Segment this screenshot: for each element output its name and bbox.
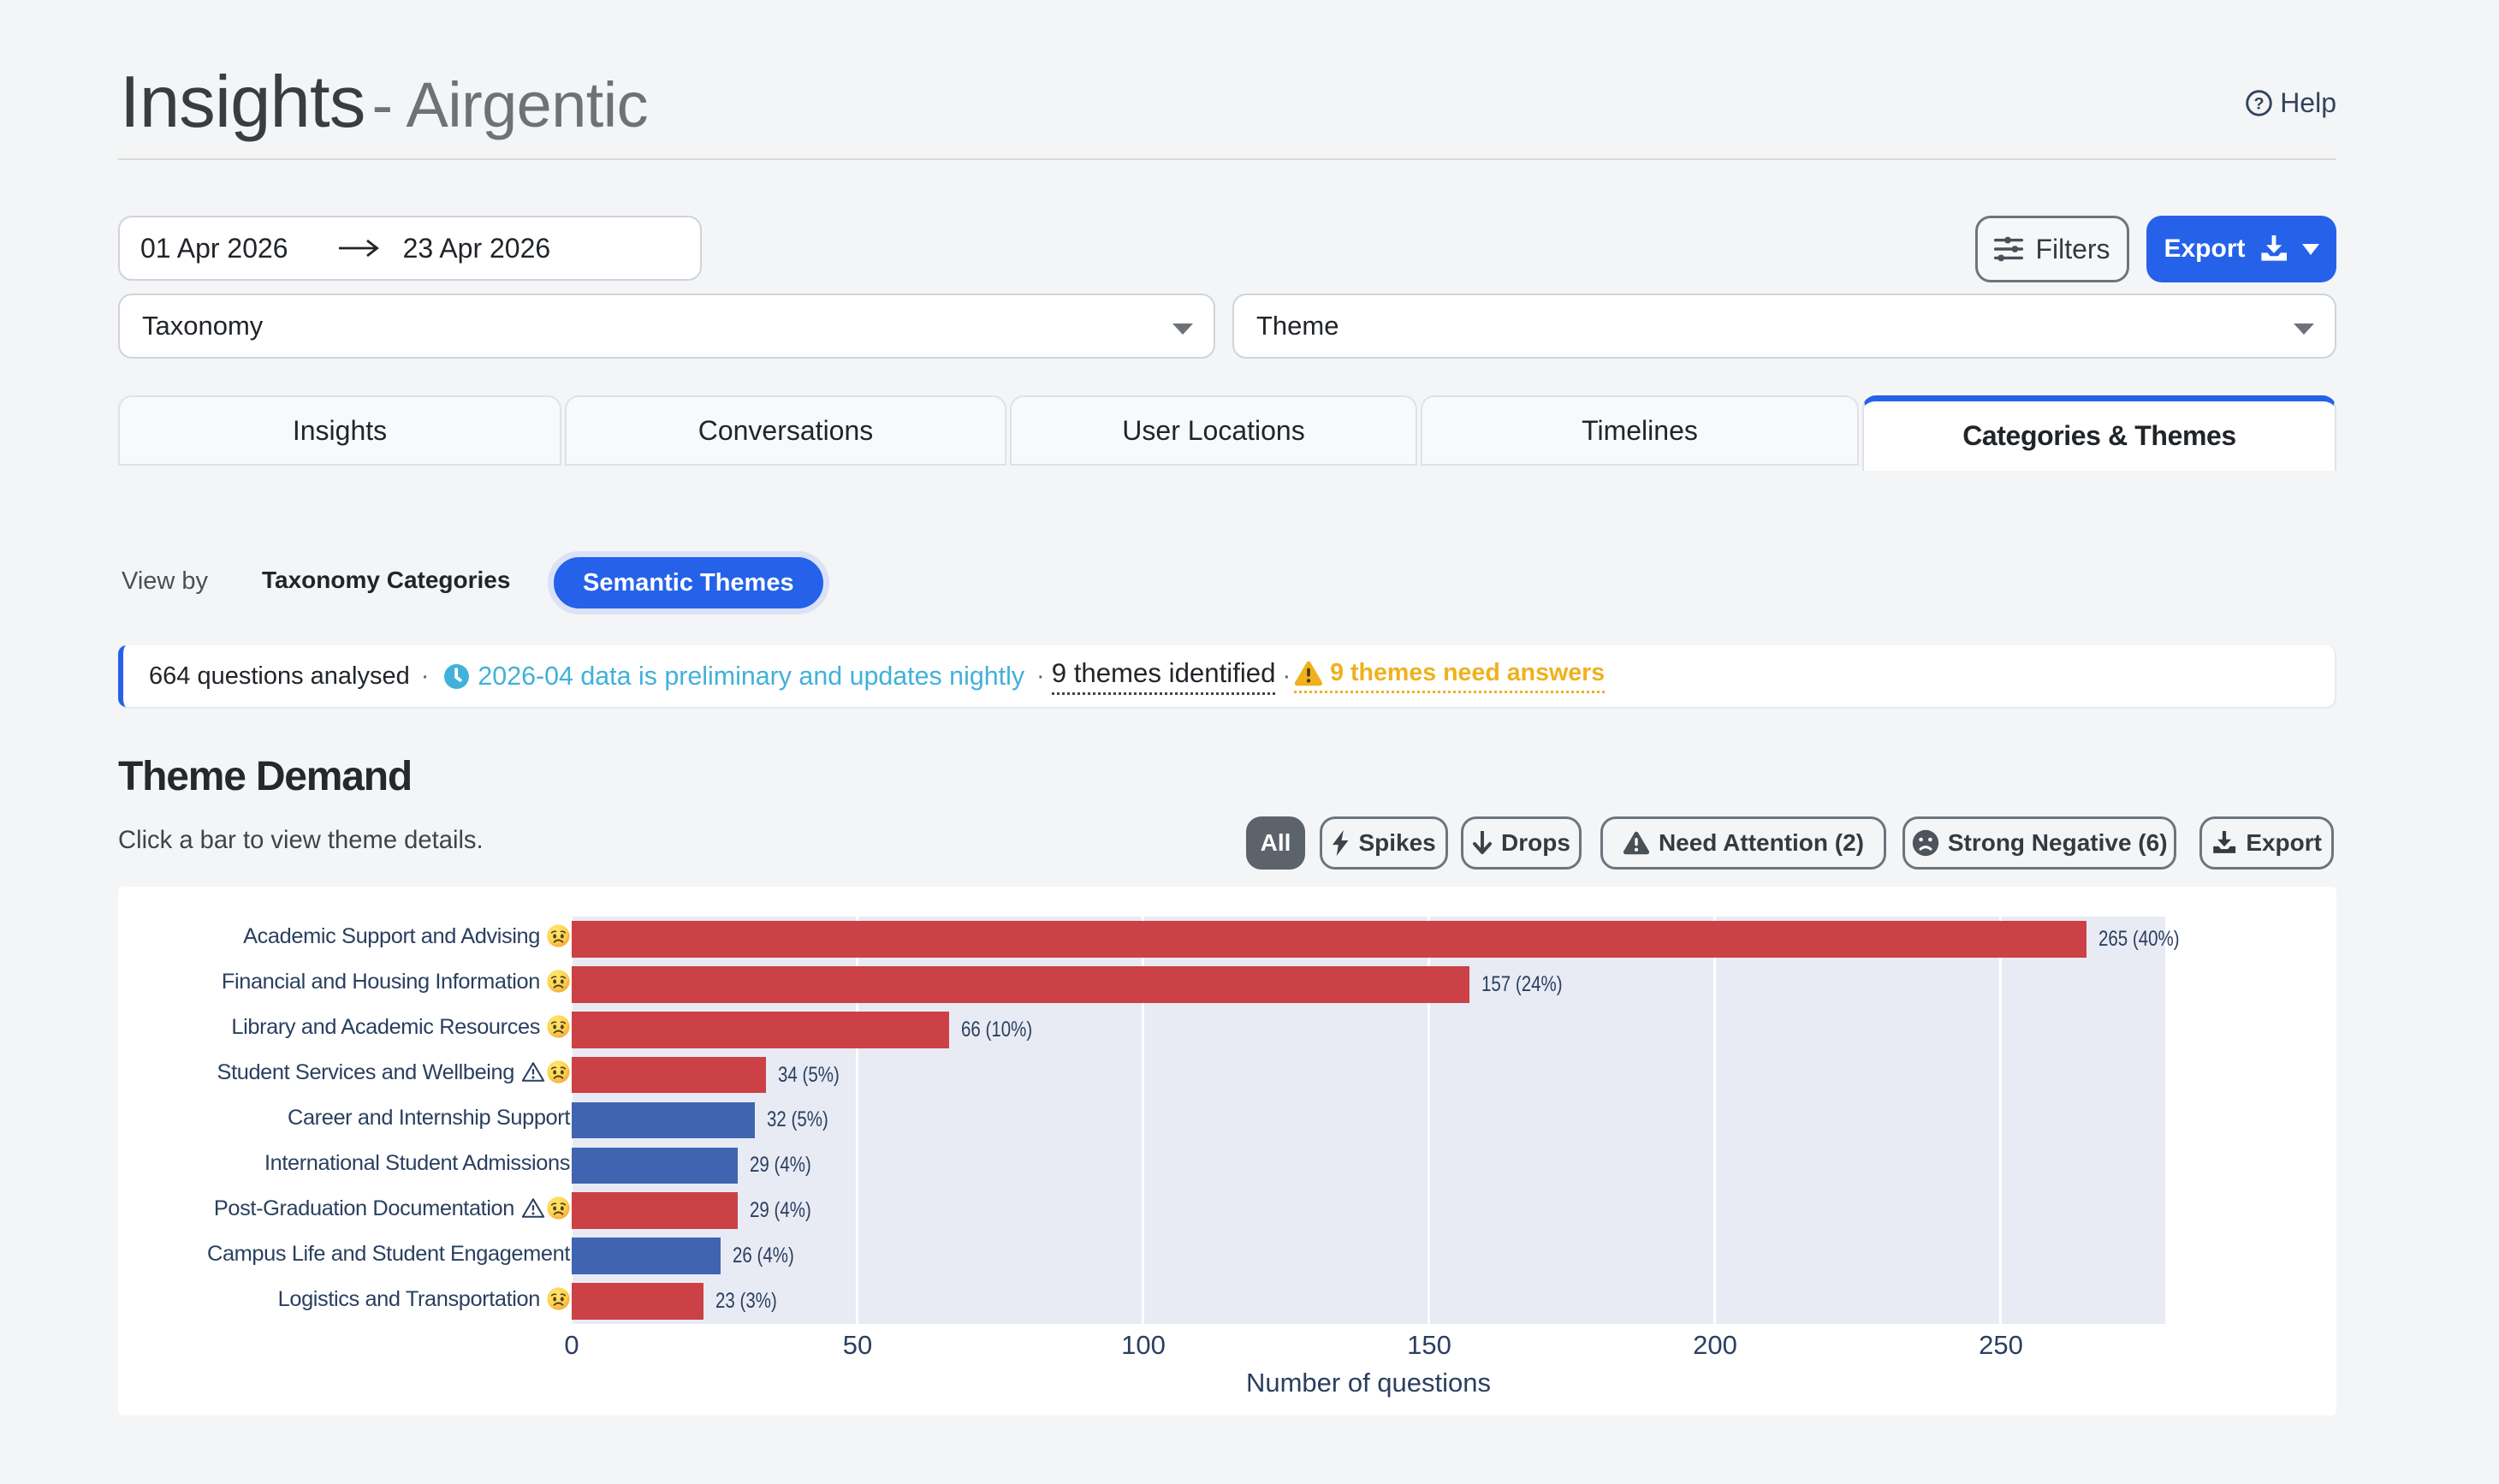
- svg-text:?: ?: [2254, 95, 2265, 114]
